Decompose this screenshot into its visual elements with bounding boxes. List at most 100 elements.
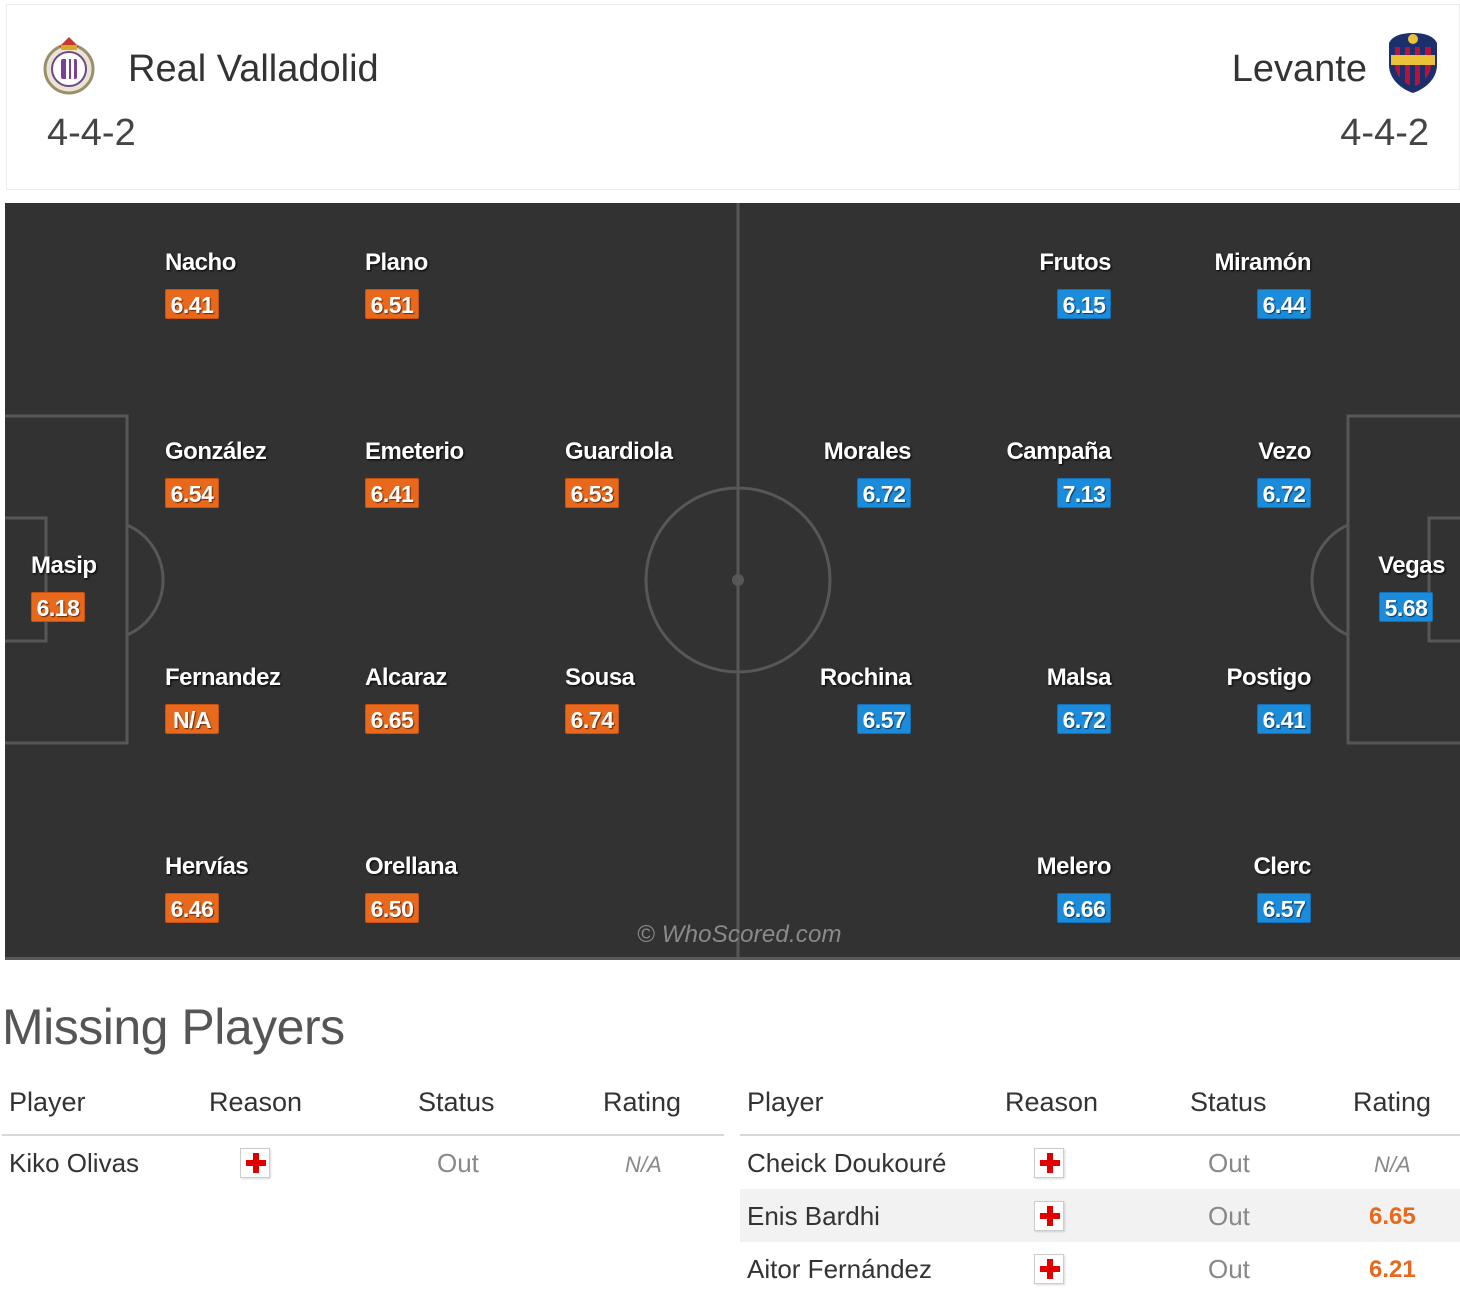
player-rating: 6.41 [1257,704,1311,734]
missing-rating: N/A [1374,1152,1411,1177]
player-name: González [165,438,267,465]
column-player[interactable]: Player [9,1087,86,1117]
table-row: Kiko Olivas Out N/A [2,1136,724,1189]
home-team-name[interactable]: Real Valladolid [128,48,379,90]
pitch-lines [5,203,1460,957]
player-name: Hervías [165,853,249,880]
column-reason[interactable]: Reason [1005,1087,1099,1117]
missing-player-name[interactable]: Kiko Olivas [9,1148,140,1178]
home-player[interactable]: Fernandez N/A [165,664,325,736]
column-reason[interactable]: Reason [209,1087,303,1117]
player-rating: 6.74 [565,704,619,734]
player-name: Nacho [165,249,236,276]
missing-status: Out [1208,1201,1250,1231]
missing-rating: N/A [625,1152,662,1177]
player-rating: 6.51 [365,289,419,319]
home-player[interactable]: González 6.54 [165,438,325,510]
player-name: Guardiola [565,438,673,465]
away-formation: 4-4-2 [1340,112,1429,154]
player-name: Vegas [1378,552,1445,579]
home-player[interactable]: Plano 6.51 [365,249,525,321]
player-name: Fernandez [165,664,281,691]
injury-icon [240,1148,270,1178]
pitch: Nacho 6.41 Plano 6.51 González 6.54 Emet… [5,203,1460,960]
player-name: Masip [31,552,97,579]
player-rating: 6.72 [1057,704,1111,734]
player-rating: 6.44 [1257,289,1311,319]
player-name: Clerc [1253,853,1311,880]
away-missing-table: Player Reason Status Rating Cheick Douko… [740,1080,1460,1295]
player-rating: 6.66 [1057,893,1111,923]
away-team-name[interactable]: Levante [1231,48,1367,90]
player-rating: 6.54 [165,478,219,508]
player-rating: 5.68 [1379,592,1433,622]
player-name: Alcaraz [365,664,447,691]
away-player[interactable]: Campaña 7.13 [951,438,1111,510]
away-player[interactable]: Miramón 6.44 [1151,249,1311,321]
player-name: Frutos [1039,249,1111,276]
away-player[interactable]: Morales 6.72 [751,438,912,510]
table-row: Aitor Fernández Out 6.21 [740,1242,1460,1295]
player-name: Campaña [1006,438,1111,465]
away-player[interactable]: Frutos 6.15 [951,249,1111,321]
home-player[interactable]: Nacho 6.41 [165,249,325,321]
missing-player-name[interactable]: Enis Bardhi [747,1201,880,1231]
missing-rating: 6.21 [1369,1256,1416,1283]
missing-status: Out [437,1148,479,1178]
player-rating: 7.13 [1057,478,1111,508]
player-rating: 6.72 [857,478,911,508]
missing-status: Out [1208,1254,1250,1284]
player-rating: 6.41 [365,478,419,508]
home-player[interactable]: Hervías 6.46 [165,853,325,925]
away-player[interactable]: Malsa 6.72 [951,664,1112,736]
player-rating: 6.57 [1257,893,1311,923]
watermark: © WhoScored.com [637,921,842,948]
player-name: Sousa [565,664,635,691]
real-valladolid-crest-icon [43,37,95,95]
away-player[interactable]: Rochina 6.57 [751,664,912,736]
home-player[interactable]: Emeterio 6.41 [365,438,525,510]
column-rating[interactable]: Rating [603,1087,682,1117]
player-rating: 6.15 [1057,289,1111,319]
player-name: Emeterio [365,438,464,465]
player-name: Plano [365,249,428,276]
away-player[interactable]: Postigo 6.41 [1151,664,1311,736]
column-status[interactable]: Status [1190,1087,1267,1117]
column-rating[interactable]: Rating [1353,1087,1432,1117]
home-missing-table: Player Reason Status Rating Kiko Olivas … [2,1080,724,1189]
player-name: Melero [1036,853,1112,880]
away-goalkeeper[interactable]: Vegas 5.68 [1285,552,1445,624]
column-status[interactable]: Status [418,1087,495,1117]
player-rating: 6.50 [365,893,419,923]
home-goalkeeper[interactable]: Masip 6.18 [31,552,191,624]
home-player[interactable]: Sousa 6.74 [565,664,725,736]
away-player[interactable]: Melero 6.66 [951,853,1112,925]
home-player[interactable]: Orellana 6.50 [365,853,525,925]
player-name: Vezo [1258,438,1311,465]
player-name: Malsa [1046,664,1112,691]
player-name: Orellana [365,853,458,880]
column-player[interactable]: Player [747,1087,824,1117]
player-name: Postigo [1226,664,1312,691]
missing-status: Out [1208,1148,1250,1178]
player-rating: 6.65 [365,704,419,734]
player-rating: N/A [165,704,219,734]
player-rating: 6.46 [165,893,219,923]
away-player[interactable]: Vezo 6.72 [1151,438,1311,510]
table-header: Player Reason Status Rating [2,1080,724,1136]
home-player[interactable]: Guardiola 6.53 [565,438,725,510]
player-rating: 6.18 [31,592,85,622]
missing-player-name[interactable]: Aitor Fernández [747,1254,932,1284]
injury-icon [1034,1201,1064,1231]
injury-icon [1034,1254,1064,1284]
missing-player-name[interactable]: Cheick Doukouré [747,1148,947,1178]
home-player[interactable]: Alcaraz 6.65 [365,664,525,736]
match-header: Real Valladolid 4-4-2 Levante 4-4-2 [6,4,1460,190]
home-formation: 4-4-2 [47,112,136,154]
away-player[interactable]: Clerc 6.57 [1151,853,1311,925]
missing-players-title: Missing Players [2,999,345,1055]
injury-icon [1034,1148,1064,1178]
player-name: Rochina [819,664,912,691]
player-name: Miramón [1214,249,1311,276]
player-rating: 6.53 [565,478,619,508]
